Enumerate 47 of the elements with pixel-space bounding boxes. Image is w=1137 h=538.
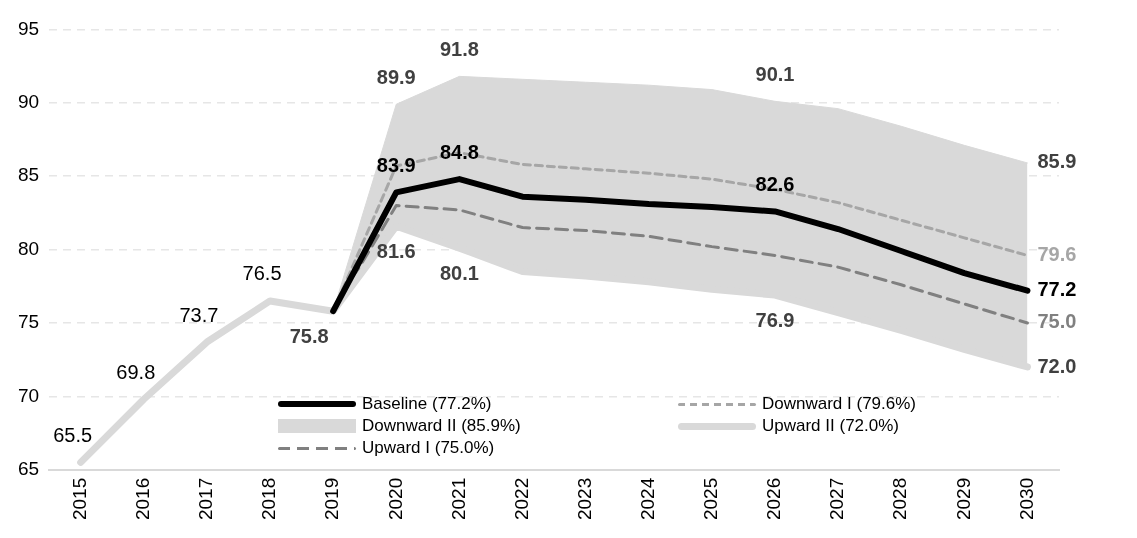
data-label: 65.5 <box>53 423 93 446</box>
x-tick-label: 2020 <box>384 477 406 521</box>
legend-label: Downward II (85.9%) <box>362 415 521 437</box>
x-tick-label: 2023 <box>573 477 595 521</box>
x-tick-label: 2028 <box>889 477 911 521</box>
data-label: 75.0 <box>1037 310 1077 333</box>
x-tick-label: 2030 <box>1015 477 1037 521</box>
legend-label: Downward I (79.6%) <box>762 393 917 415</box>
y-tick-label: 70 <box>17 384 40 406</box>
data-label: 72.0 <box>1037 354 1077 377</box>
y-tick-label: 95 <box>17 17 40 39</box>
data-label: 90.1 <box>755 62 795 85</box>
data-label: 81.6 <box>376 239 416 262</box>
data-label: 91.8 <box>439 37 479 60</box>
x-tick-label: 2015 <box>68 477 90 521</box>
y-tick-label: 80 <box>17 237 40 259</box>
y-tick-label: 75 <box>17 311 40 333</box>
y-tick-label: 85 <box>17 164 40 186</box>
x-tick-label: 2025 <box>700 477 722 521</box>
x-tick-label: 2027 <box>826 477 848 521</box>
x-tick-label: 2029 <box>952 477 974 521</box>
y-tick-label: 65 <box>17 457 40 479</box>
x-tick-label: 2022 <box>510 477 532 521</box>
x-tick-label: 2017 <box>195 477 217 521</box>
y-tick-label: 90 <box>17 91 40 113</box>
x-tick-label: 2019 <box>321 477 343 521</box>
data-label: 73.7 <box>179 303 219 326</box>
legend-label: Upward I (75.0%) <box>362 437 495 459</box>
data-label: 82.6 <box>755 172 795 195</box>
data-label: 77.2 <box>1037 278 1077 301</box>
x-tick-label: 2018 <box>258 477 280 521</box>
x-tick-label: 2024 <box>636 477 658 521</box>
legend-label: Baseline (77.2%) <box>362 393 492 415</box>
x-tick-label: 2026 <box>763 477 785 521</box>
data-label: 79.6 <box>1037 242 1077 265</box>
legend-label: Upward II (72.0%) <box>762 415 899 437</box>
x-tick-label: 2021 <box>447 477 469 521</box>
data-label: 76.5 <box>242 262 282 285</box>
data-label: 80.1 <box>439 261 479 284</box>
data-label: 85.9 <box>1037 150 1077 173</box>
data-label: 89.9 <box>376 65 416 88</box>
data-label: 75.8 <box>289 324 329 347</box>
data-label: 76.9 <box>755 308 795 331</box>
data-label: 84.8 <box>439 140 479 163</box>
data-label: 83.9 <box>376 153 416 176</box>
data-label: 69.8 <box>116 360 156 383</box>
x-tick-label: 2016 <box>132 477 154 521</box>
